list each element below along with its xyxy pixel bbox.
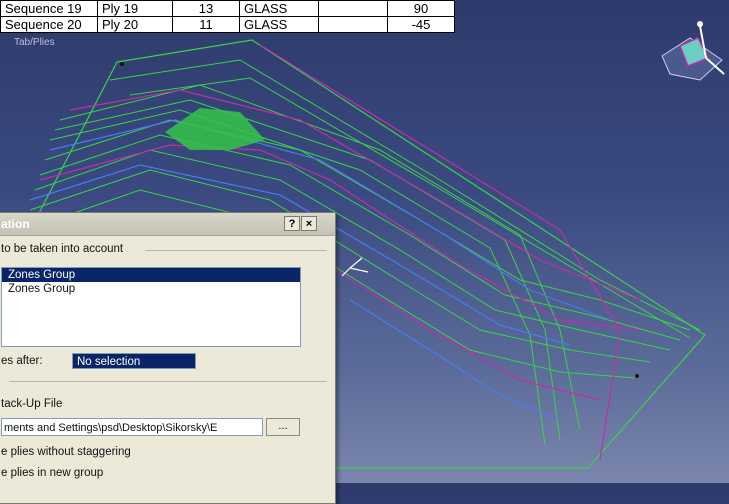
sequence-cell: Sequence 20 [0, 16, 98, 33]
section-divider [9, 381, 327, 382]
ply-sequence-table: Sequence 19 Ply 19 13 GLASS 90 Sequence … [0, 0, 455, 33]
material-cell: GLASS [239, 0, 319, 17]
help-icon[interactable]: ? [284, 216, 300, 231]
table-row: Sequence 19 Ply 19 13 GLASS 90 [0, 0, 455, 17]
corner-point [635, 374, 639, 378]
material-cell: GLASS [239, 16, 319, 33]
stackup-file-label: tack-Up File [1, 398, 63, 410]
dialog-title: ation [1, 217, 30, 231]
stackup-path-input[interactable]: ments and Settings\psd\Desktop\Sikorsky\… [1, 418, 263, 436]
browse-button[interactable]: ... [266, 418, 300, 436]
axis-triad-icon [341, 257, 369, 277]
ply-contour-geometry [19, 39, 706, 469]
ply-cell: Ply 20 [97, 16, 173, 33]
3d-viewport[interactable] [0, 0, 729, 483]
count-cell: 11 [172, 16, 240, 33]
no-staggering-option[interactable]: e plies without staggering [1, 446, 131, 458]
compass-icon[interactable] [650, 18, 729, 88]
ply-contours-blue [29, 119, 611, 421]
corner-point [120, 62, 124, 66]
ply-cell: Ply 19 [97, 0, 173, 17]
close-icon[interactable]: × [301, 216, 317, 231]
blank-cell [318, 0, 388, 17]
dialog-titlebar[interactable]: ation ? × [0, 213, 335, 236]
zones-group-label: to be taken into account [1, 243, 124, 255]
ply-drop-area [165, 108, 265, 150]
angle-cell: 90 [387, 0, 455, 17]
new-group-option[interactable]: e plies in new group [1, 467, 104, 479]
sequence-cell: Sequence 19 [0, 0, 98, 17]
group-divider [145, 250, 327, 251]
list-item[interactable]: Zones Group [2, 268, 300, 282]
spec-tree-label[interactable]: Tab/Plies [14, 37, 55, 48]
blank-cell [318, 16, 388, 33]
angle-cell: -45 [387, 16, 455, 33]
staggering-dialog: ation ? × to be taken into account Zones… [0, 212, 336, 504]
stagger-after-field[interactable]: No selection [72, 353, 196, 369]
stagger-after-label: es after: [1, 355, 43, 367]
table-row: Sequence 20 Ply 20 11 GLASS -45 [0, 16, 455, 33]
list-item[interactable]: Zones Group [8, 283, 76, 295]
zones-listbox[interactable]: Zones Group Zones Group [1, 267, 301, 347]
count-cell: 13 [172, 0, 240, 17]
